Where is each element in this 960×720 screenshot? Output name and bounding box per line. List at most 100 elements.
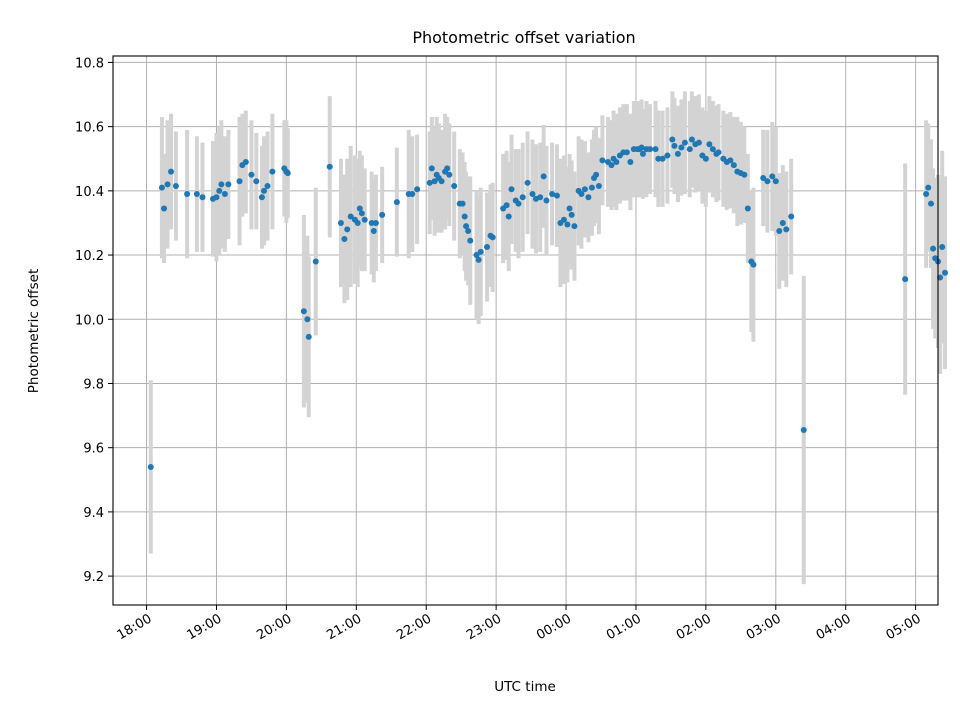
data-point bbox=[744, 205, 751, 212]
data-point bbox=[409, 191, 416, 198]
data-point bbox=[715, 149, 722, 156]
data-point bbox=[347, 213, 354, 220]
y-tick-label: 10.4 bbox=[75, 185, 104, 200]
data-point bbox=[172, 183, 179, 190]
data-point bbox=[730, 162, 737, 169]
data-point bbox=[248, 171, 255, 178]
data-points bbox=[147, 136, 948, 470]
data-point bbox=[772, 178, 779, 185]
data-point bbox=[300, 308, 307, 315]
data-point bbox=[184, 191, 191, 198]
data-point bbox=[543, 197, 550, 204]
data-point bbox=[750, 261, 757, 268]
data-point bbox=[503, 202, 510, 209]
data-point bbox=[519, 194, 526, 201]
data-point bbox=[537, 194, 544, 201]
data-point bbox=[540, 173, 547, 180]
y-tick-label: 10.2 bbox=[75, 249, 104, 264]
data-point bbox=[585, 194, 592, 201]
data-point bbox=[236, 178, 243, 185]
data-point bbox=[264, 183, 271, 190]
data-point bbox=[344, 226, 351, 233]
data-point bbox=[706, 141, 713, 148]
data-point bbox=[414, 186, 421, 193]
data-point bbox=[779, 219, 786, 226]
data-point bbox=[646, 146, 653, 153]
data-point bbox=[566, 205, 573, 212]
data-point bbox=[393, 199, 400, 206]
x-axis-label: UTC time bbox=[494, 679, 556, 695]
data-point bbox=[508, 186, 515, 193]
data-point bbox=[776, 227, 783, 234]
data-point bbox=[695, 139, 702, 146]
data-point bbox=[588, 184, 595, 191]
y-tick-label: 9.2 bbox=[83, 570, 104, 585]
data-point bbox=[568, 211, 575, 218]
y-tick-label: 10.6 bbox=[75, 121, 104, 136]
data-point bbox=[564, 221, 571, 228]
data-point bbox=[461, 213, 468, 220]
data-point bbox=[560, 216, 567, 223]
data-point bbox=[681, 139, 688, 146]
data-point bbox=[477, 248, 484, 255]
data-point bbox=[638, 144, 645, 151]
data-point bbox=[368, 219, 375, 226]
data-point bbox=[354, 219, 361, 226]
data-point bbox=[664, 152, 671, 159]
data-point bbox=[608, 162, 615, 169]
data-point bbox=[446, 171, 453, 178]
data-point bbox=[674, 150, 681, 157]
data-point bbox=[225, 181, 232, 188]
data-point bbox=[639, 150, 646, 157]
data-point bbox=[515, 200, 522, 207]
data-point bbox=[444, 165, 451, 172]
data-point bbox=[161, 205, 168, 212]
data-point bbox=[284, 170, 291, 177]
data-point bbox=[372, 219, 379, 226]
data-point bbox=[253, 178, 260, 185]
data-point bbox=[678, 144, 685, 151]
data-point bbox=[258, 194, 265, 201]
data-point bbox=[581, 186, 588, 193]
data-point bbox=[741, 171, 748, 178]
data-point bbox=[764, 178, 771, 185]
data-point bbox=[193, 191, 200, 198]
data-point bbox=[727, 157, 734, 164]
data-point bbox=[769, 173, 776, 180]
data-point bbox=[941, 269, 948, 276]
data-point bbox=[593, 171, 600, 178]
data-point bbox=[370, 227, 377, 234]
data-point bbox=[164, 181, 171, 188]
data-point bbox=[902, 276, 909, 283]
data-point bbox=[304, 316, 311, 323]
data-point bbox=[923, 191, 930, 198]
data-point bbox=[242, 158, 249, 165]
y-tick-label: 10.0 bbox=[75, 313, 104, 328]
data-point bbox=[213, 194, 220, 201]
data-point bbox=[168, 168, 175, 175]
data-point bbox=[358, 210, 365, 217]
y-tick-label: 10.8 bbox=[75, 56, 104, 71]
data-point bbox=[473, 252, 480, 259]
data-point bbox=[783, 226, 790, 233]
data-point bbox=[305, 333, 312, 340]
data-point bbox=[925, 184, 932, 191]
data-point bbox=[928, 200, 935, 207]
data-point bbox=[505, 213, 512, 220]
data-point bbox=[549, 191, 556, 198]
data-point bbox=[688, 136, 695, 143]
data-point bbox=[356, 205, 363, 212]
y-axis-ticks: 9.2 9.4 9.6 9.8 10.0 10.2 10.4 10.6 10.8 bbox=[75, 56, 113, 585]
data-point bbox=[216, 187, 223, 194]
data-point bbox=[484, 244, 491, 251]
data-point bbox=[261, 187, 268, 194]
data-point bbox=[595, 183, 602, 190]
data-point bbox=[221, 191, 228, 198]
data-point bbox=[800, 427, 807, 434]
data-point bbox=[529, 191, 536, 198]
data-point bbox=[930, 245, 937, 252]
data-point bbox=[937, 274, 944, 281]
data-point bbox=[671, 142, 678, 149]
